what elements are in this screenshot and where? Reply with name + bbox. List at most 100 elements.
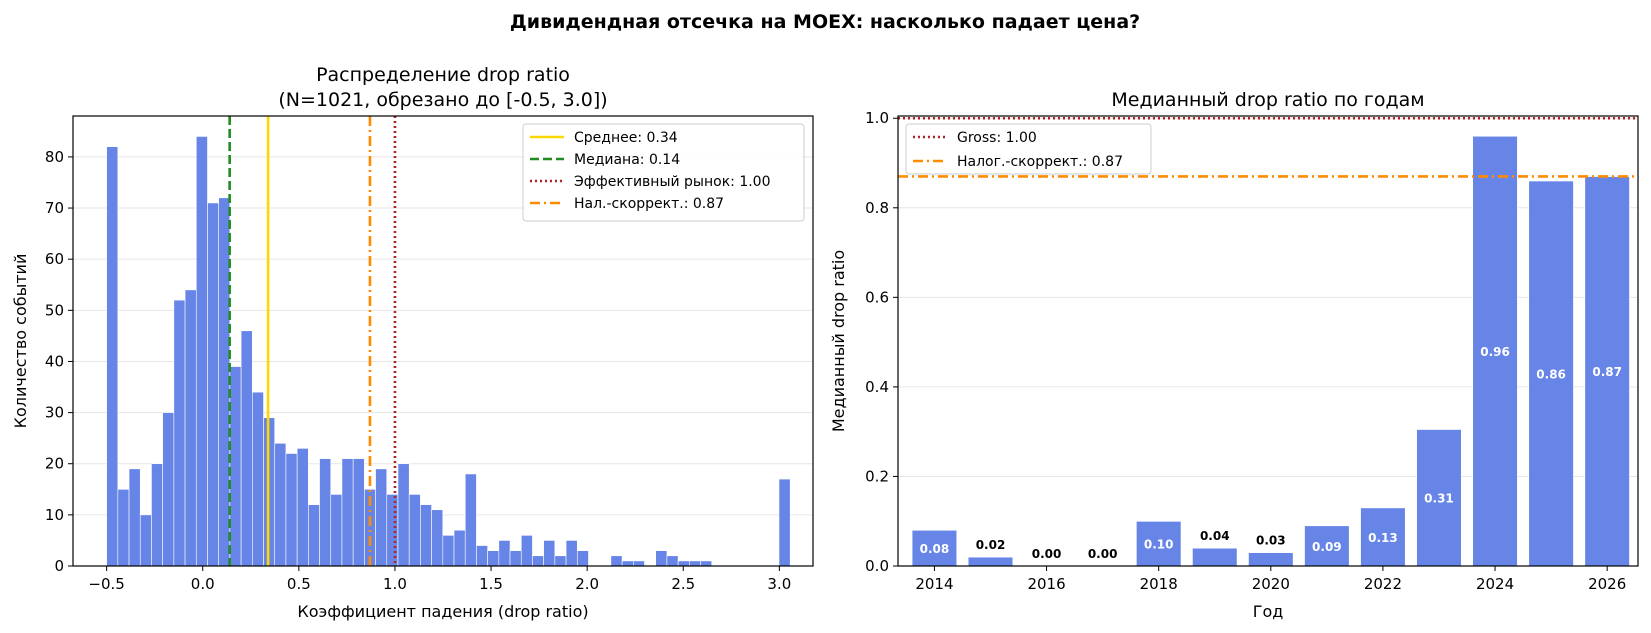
- histogram-bar: [633, 560, 645, 567]
- yearly-y-tick-label: 0.0: [865, 557, 889, 575]
- yearly-bar-value-label: 0.86: [1536, 367, 1566, 381]
- yearly-bar-value-label: 0.00: [1088, 547, 1118, 561]
- yearly-legend-box: [905, 123, 1152, 175]
- histogram-bar: [173, 299, 186, 567]
- histogram-legend-label: Медиана: 0.14: [574, 152, 680, 168]
- histogram-bar: [240, 330, 253, 567]
- histogram-y-tick-label: 10: [45, 506, 64, 524]
- histogram-y-tick-label: 70: [45, 199, 64, 217]
- yearly-x-tick-label: 2016: [1027, 575, 1065, 593]
- yearly-bar: [1360, 507, 1406, 567]
- histogram-title-line2: (N=1021, обрезано до [-0.5, 3.0]): [278, 89, 607, 111]
- histogram-bar: [610, 555, 623, 567]
- yearly-bar-value-label: 0.09: [1312, 540, 1342, 554]
- yearly-y-axis-label: Медианный drop ratio: [829, 250, 848, 432]
- histogram-x-tick-label: −0.5: [88, 575, 124, 593]
- histogram-x-tick-label: 3.0: [767, 575, 791, 593]
- histogram-bar: [498, 540, 511, 567]
- yearly-bar-value-label: 0.87: [1592, 365, 1622, 379]
- yearly-bar-value-label: 0.02: [976, 538, 1006, 552]
- yearly-x-axis-label: Год: [1253, 602, 1284, 621]
- yearly-reference-lines: [898, 116, 1638, 178]
- yearly-bar: [1584, 176, 1630, 567]
- yearly-bar-value-label: 0.10: [1144, 538, 1174, 552]
- histogram-bar: [689, 560, 701, 567]
- histogram-legend: Среднее: 0.34 Медиана: 0.14 Эффективный ры…: [522, 123, 805, 222]
- histogram-bar: [274, 442, 287, 567]
- yearly-title: Медианный drop ratio по годам: [1111, 89, 1424, 111]
- yearly-frame: [897, 115, 1639, 567]
- yearly-bar-value-label: 0.31: [1424, 492, 1454, 506]
- histogram-y-ticks: 0 10 20 30 40 50 60 70 80: [45, 148, 73, 575]
- histogram-bar: [386, 494, 399, 567]
- yearly-x-tick-label: 2020: [1252, 575, 1290, 593]
- histogram-y-tick-label: 40: [45, 352, 64, 370]
- histogram-bar: [476, 545, 488, 567]
- yearly-y-tick-label: 0.6: [865, 288, 889, 306]
- yearly-x-tick-label: 2026: [1588, 575, 1626, 593]
- histogram-x-tick-label: 1.5: [479, 575, 503, 593]
- yearly-bar: [967, 556, 1014, 567]
- yearly-legend-label: Gross: 1.00: [957, 130, 1037, 146]
- yearly-x-ticks: 2014 2016 2018 2020 2022 2024 2026: [915, 566, 1626, 593]
- histogram-bar: [207, 202, 219, 567]
- yearly-legend-label: Налог.-скоррект.: 0.87: [957, 154, 1123, 170]
- histogram-bar: [375, 468, 388, 567]
- yearly-y-tick-label: 0.4: [865, 378, 889, 396]
- histogram-y-tick-label: 0: [54, 557, 64, 575]
- yearly-bar-value-label: 0.04: [1200, 529, 1230, 543]
- histogram-bar: [655, 550, 668, 567]
- histogram-y-tick-label: 50: [45, 301, 64, 319]
- histogram-bar: [184, 289, 197, 567]
- histogram-bar: [352, 458, 365, 567]
- yearly-bar: [1247, 552, 1294, 567]
- histogram-bar: [128, 468, 141, 567]
- histogram-legend-label: Нал.-скоррект.: 0.87: [574, 196, 724, 212]
- histogram-bar: [218, 197, 231, 567]
- yearly-bar-value-label: 0.00: [1032, 547, 1062, 561]
- histogram-bar: [464, 473, 477, 567]
- histogram-bar: [408, 494, 421, 567]
- histogram-bar: [431, 509, 444, 567]
- histogram-x-axis-label: Коэффициент падения (drop ratio): [297, 602, 588, 621]
- yearly-bar: [1416, 429, 1462, 567]
- histogram-legend-box: [522, 123, 805, 222]
- histogram-bar: [139, 514, 152, 567]
- yearly-bars: [911, 135, 1630, 567]
- histogram-bar: [252, 391, 264, 567]
- histogram-bar: [117, 488, 130, 567]
- yearly-x-tick-label: 2014: [915, 575, 953, 593]
- yearly-y-ticks: 0.0 0.2 0.4 0.6 0.8 1.0: [865, 109, 898, 575]
- histogram-bar: [778, 478, 791, 567]
- yearly-bar-value-label: 0.08: [920, 542, 950, 556]
- yearly-y-tick-label: 0.8: [865, 199, 889, 217]
- histogram-bar: [285, 453, 298, 567]
- yearly-x-tick-label: 2018: [1140, 575, 1178, 593]
- histogram-bar: [319, 458, 332, 567]
- histogram-bar: [308, 504, 320, 567]
- yearly-bar: [1472, 135, 1518, 567]
- histogram-legend-label: Среднее: 0.34: [574, 130, 678, 146]
- histogram-y-tick-label: 20: [45, 455, 64, 473]
- histogram-frame: [72, 115, 814, 567]
- yearly-y-tick-label: 1.0: [865, 109, 889, 127]
- histogram-bar: [341, 458, 354, 567]
- histogram-bar: [554, 555, 567, 567]
- histogram-bar: [106, 146, 119, 567]
- yearly-grid: [898, 117, 1638, 567]
- yearly-x-tick-label: 2022: [1364, 575, 1402, 593]
- histogram-y-tick-label: 80: [45, 148, 64, 166]
- histogram-y-axis-label: Количество событий: [11, 254, 30, 429]
- histogram-bar: [420, 504, 432, 567]
- histogram-bar: [700, 560, 713, 567]
- histogram-bar: [397, 463, 410, 567]
- yearly-bar: [1191, 547, 1238, 567]
- histogram-bar: [677, 560, 690, 567]
- histogram-bar: [229, 366, 242, 567]
- histogram-bar: [453, 529, 466, 567]
- histogram-reference-lines: [228, 116, 397, 566]
- histogram-bar: [296, 448, 309, 567]
- yearly-median-chart: Медианный drop ratio по годам 0.08 0.02 0.…: [829, 89, 1639, 621]
- yearly-bar-value-label: 0.03: [1256, 534, 1286, 548]
